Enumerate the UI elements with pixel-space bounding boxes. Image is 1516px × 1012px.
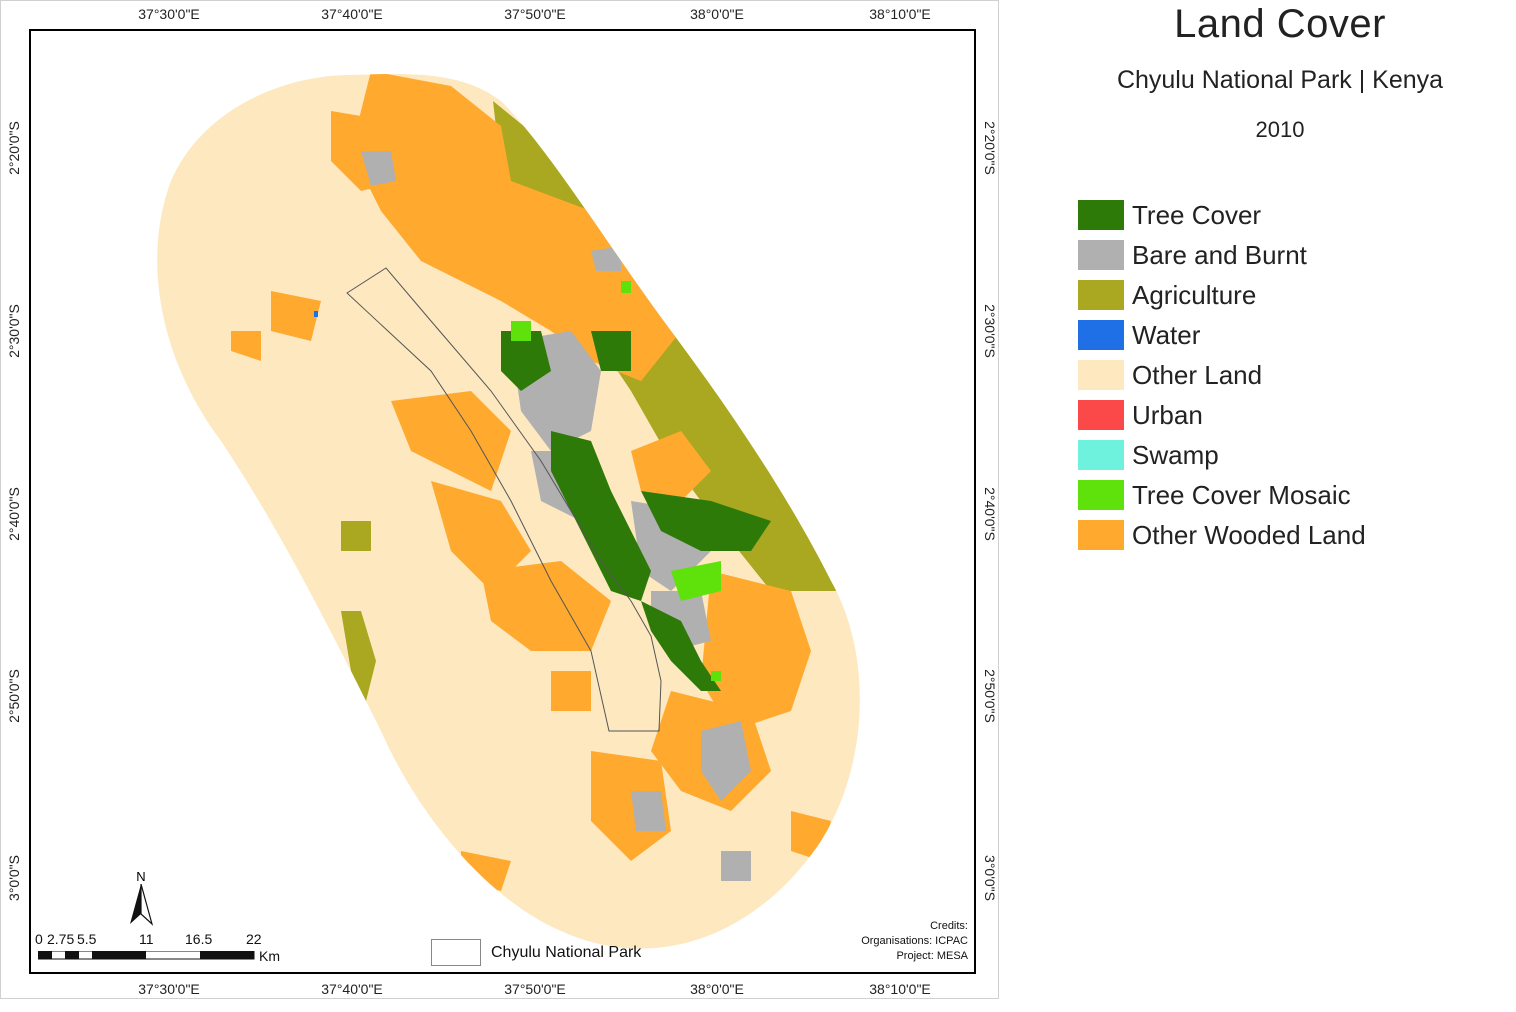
legend-swatch <box>1078 280 1124 310</box>
land-cover-map <box>157 74 860 949</box>
tree-cover-mosaic-patches <box>511 281 721 681</box>
credits-project: Project: MESA <box>896 950 968 962</box>
legend-label: Urban <box>1132 399 1203 430</box>
tree-cover-patches <box>501 331 771 691</box>
legend-item: Agriculture <box>1078 275 1366 315</box>
lon-label-top: 38°10'0"E <box>869 6 931 22</box>
chyulu-park-boundary <box>346 267 662 732</box>
legend-item: Water <box>1078 315 1366 355</box>
scale-unit: Km <box>259 948 280 964</box>
map-year: 2010 <box>1255 117 1305 142</box>
legend-swatch <box>1078 520 1124 550</box>
legend-label: Bare and Burnt <box>1132 239 1307 270</box>
legend-label: Tree Cover Mosaic <box>1132 479 1351 510</box>
legend-swatch <box>1078 440 1124 470</box>
credits-heading: Credits: <box>930 920 968 932</box>
water-patch <box>314 311 318 317</box>
legend-swatch <box>1078 360 1124 390</box>
legend-swatch <box>1078 480 1124 510</box>
north-arrow: N <box>126 869 156 931</box>
park-boundary-label: Chyulu National Park <box>491 943 642 961</box>
park-boundary-swatch <box>431 939 481 966</box>
legend-item: Swamp <box>1078 435 1366 475</box>
park-boundary-legend: Chyulu National Park <box>431 939 641 966</box>
legend-item: Tree Cover <box>1078 195 1366 235</box>
lat-label-left: 3°0'0"S <box>6 855 22 901</box>
lat-label-right: 2°50'0"S <box>982 669 998 723</box>
lon-label-bottom: 37°50'0"E <box>504 981 566 997</box>
land-cover-legend: Tree Cover Bare and Burnt Agriculture Water… <box>1078 195 1366 555</box>
lon-label-bottom: 37°30'0"E <box>138 981 200 997</box>
lon-label-bottom: 38°10'0"E <box>869 981 931 997</box>
lat-label-left: 2°50'0"S <box>6 669 22 723</box>
map-frame: 37°30'0"E 37°40'0"E 37°50'0"E 38°0'0"E 3… <box>0 0 999 999</box>
legend-swatch <box>1078 400 1124 430</box>
north-label: N <box>136 869 146 884</box>
credits: Credits: Organisations: ICPAC Project: M… <box>861 919 968 964</box>
lat-label-left: 2°40'0"S <box>6 487 22 541</box>
map-area[interactable] <box>29 29 976 974</box>
legend-swatch <box>1078 200 1124 230</box>
legend-label: Agriculture <box>1132 279 1257 310</box>
legend-item: Tree Cover Mosaic <box>1078 475 1366 515</box>
lat-label-left: 2°20'0"S <box>6 121 22 175</box>
credits-organisation: Organisations: ICPAC <box>861 935 968 947</box>
scale-tick: 0 <box>35 931 43 947</box>
scale-tick: 11 <box>139 931 154 947</box>
lat-label-right: 2°40'0"S <box>982 487 998 541</box>
north-arrow-icon <box>130 883 154 926</box>
lat-label-right: 2°30'0"S <box>982 304 998 358</box>
legend-swatch <box>1078 240 1124 270</box>
lon-label-top: 38°0'0"E <box>690 6 744 22</box>
lon-label-top: 37°50'0"E <box>504 6 566 22</box>
scale-tick: 22 <box>246 931 262 947</box>
legend-item: Bare and Burnt <box>1078 235 1366 275</box>
legend-label: Tree Cover <box>1132 199 1262 230</box>
legend-swatch <box>1078 320 1124 350</box>
map-title: Land Cover <box>1174 2 1386 46</box>
legend-item: Other Wooded Land <box>1078 515 1366 555</box>
scale-bar-graphic <box>38 951 255 960</box>
agriculture-patches-west <box>341 521 376 701</box>
lon-label-top: 37°40'0"E <box>321 6 383 22</box>
legend-item: Urban <box>1078 395 1366 435</box>
lon-label-bottom: 37°40'0"E <box>321 981 383 997</box>
lat-label-left: 2°30'0"S <box>6 304 22 358</box>
lat-label-right: 2°20'0"S <box>982 121 998 175</box>
scale-tick: 2.75 <box>47 931 75 947</box>
map-subtitle: Chyulu National Park | Kenya <box>1116 66 1444 94</box>
legend-label: Other Wooded Land <box>1132 519 1366 550</box>
lon-label-bottom: 38°0'0"E <box>690 981 744 997</box>
lon-label-top: 37°30'0"E <box>138 6 200 22</box>
legend-label: Swamp <box>1132 439 1219 470</box>
lat-label-right: 3°0'0"S <box>982 855 998 901</box>
legend-label: Water <box>1132 319 1201 350</box>
legend-label: Other Land <box>1132 359 1263 390</box>
scale-tick: 16.5 <box>185 931 213 947</box>
scale-tick: 5.5 <box>77 931 97 947</box>
legend-item: Other Land <box>1078 355 1366 395</box>
